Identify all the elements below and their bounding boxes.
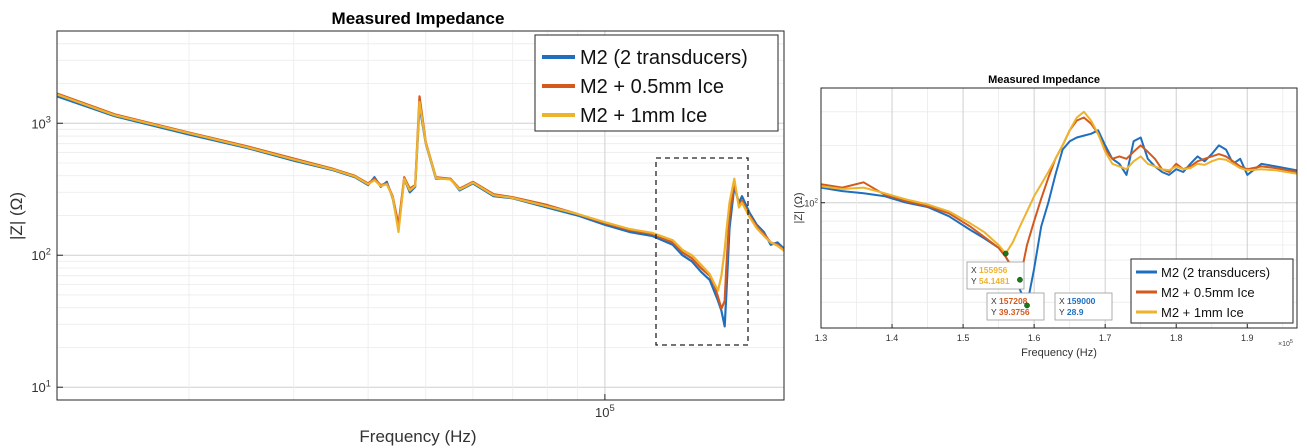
chart-left-plot-frame xyxy=(56,30,785,401)
chart-right-series xyxy=(820,110,1298,307)
chart-right: Measured Impedance 1.3 1.4 1.5 1.6 1.7 1.8 1.9… xyxy=(793,74,1298,359)
series-line-0 xyxy=(820,129,1298,307)
zoom-region-box xyxy=(655,157,749,346)
chart-right-x-multiplier: ×105 xyxy=(1278,339,1293,348)
chart-left-series xyxy=(56,92,785,328)
series-line-2 xyxy=(56,93,785,292)
chart-left-ticks: 101 102 103 105 xyxy=(31,114,614,420)
x-tick-label-6: 1.9 xyxy=(1241,333,1254,343)
chart-right-plot-frame xyxy=(820,87,1298,329)
x-tick-label-5: 1.8 xyxy=(1170,333,1183,343)
datatip-box-2 xyxy=(1054,292,1113,321)
datatip-marker-1 xyxy=(1017,276,1023,283)
chart-left-xlabel: Frequency (Hz) xyxy=(359,427,476,446)
datatip-y-1: Y 39.3756 xyxy=(991,307,1030,317)
datatip-marker-0 xyxy=(1002,250,1009,257)
legend-entry-1: M2 + 0.5mm Ice xyxy=(1161,285,1255,300)
chart-left: Measured Impedance 101 102 103 105 Frequenc… xyxy=(7,9,785,446)
chart-left-legend-box xyxy=(534,34,779,132)
datatip-x-0: X 155956 xyxy=(971,265,1008,275)
legend-entry-0: M2 (2 transducers) xyxy=(1161,265,1270,280)
series-line-2 xyxy=(820,110,1298,255)
chart-left-legend: M2 (2 transducers) M2 + 0.5mm Ice M2 + 1mm… xyxy=(534,34,779,132)
x-tick-label-0: 105 xyxy=(595,403,615,420)
chart-right-legend-box xyxy=(1130,258,1294,324)
chart-left-title: Measured Impedance xyxy=(332,9,505,28)
datatip-x-2: X 159000 xyxy=(1059,296,1096,306)
legend-entry-0: M2 (2 transducers) xyxy=(580,47,748,69)
chart-right-xlabel: Frequency (Hz) xyxy=(1021,347,1097,359)
chart-right-title: Measured Impedance xyxy=(988,74,1100,86)
x-tick-label-0: 1.3 xyxy=(815,333,828,343)
y-tick-label-0: 101 xyxy=(31,378,51,395)
chart-right-legend: M2 (2 transducers) M2 + 0.5mm Ice M2 + 1mm… xyxy=(1130,258,1294,324)
chart-right-ticks: 1.3 1.4 1.5 1.6 1.7 1.8 1.9 102 xyxy=(804,198,1253,343)
x-tick-label-2: 1.5 xyxy=(957,333,970,343)
x-tick-label-3: 1.6 xyxy=(1028,333,1041,343)
y-tick-label-0: 102 xyxy=(804,198,818,209)
x-tick-label-4: 1.7 xyxy=(1099,333,1112,343)
chart-left-ylabel: |Z| (Ω) xyxy=(7,192,26,240)
legend-entry-2: M2 + 1mm Ice xyxy=(1161,305,1244,320)
datatip-box-1 xyxy=(986,292,1045,321)
datatip-y-0: Y 54.1481 xyxy=(971,276,1010,286)
datatip-y-2: Y 28.9 xyxy=(1059,307,1084,317)
legend-entry-1: M2 + 0.5mm Ice xyxy=(580,76,724,98)
datatip-marker-2 xyxy=(1024,302,1030,309)
chart-right-ylabel: |Z| (Ω) xyxy=(793,192,805,223)
y-tick-label-1: 102 xyxy=(31,246,51,263)
x-tick-label-1: 1.4 xyxy=(886,333,899,343)
legend-entry-2: M2 + 1mm Ice xyxy=(580,105,707,127)
datatip-box-0 xyxy=(966,261,1025,290)
y-tick-label-2: 103 xyxy=(31,114,51,131)
datatip-x-1: X 157208 xyxy=(991,296,1028,306)
